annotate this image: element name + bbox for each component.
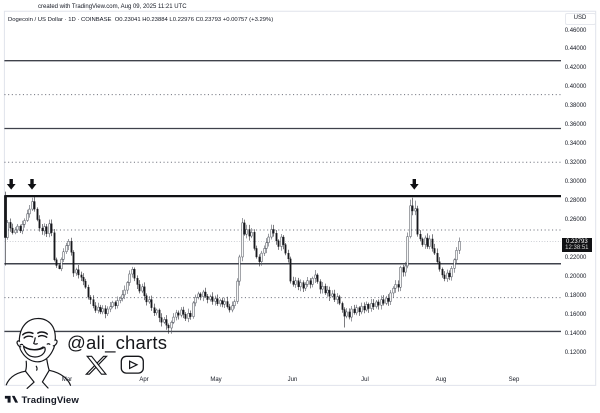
- svg-text:TradingView: TradingView: [22, 395, 80, 406]
